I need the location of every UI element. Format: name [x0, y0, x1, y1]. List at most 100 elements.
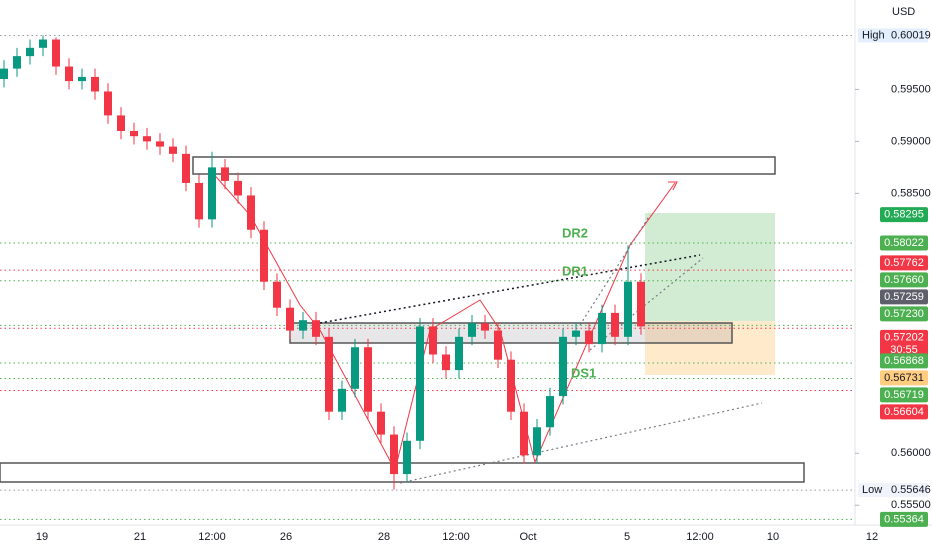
candle-body — [130, 130, 138, 137]
price-badge — [880, 306, 928, 322]
marker-name: High — [862, 29, 885, 41]
candle-body — [117, 115, 125, 131]
price-badge-label: 0.55364 — [884, 513, 924, 525]
trend-line — [319, 254, 701, 324]
candle-body — [507, 359, 515, 412]
price-badge-label: 0.56731 — [884, 372, 924, 384]
x-tick-label: 12:00 — [442, 531, 470, 543]
candle-body — [611, 312, 619, 337]
marker-value: 0.60019 — [891, 29, 931, 41]
candle-body — [286, 307, 294, 331]
x-tick-label: 12:00 — [686, 531, 714, 543]
y-tick-label: 0.55500 — [891, 499, 931, 511]
price-badge-label: 0.56604 — [884, 406, 924, 418]
price-badge — [880, 207, 928, 223]
countdown: 30:55 — [890, 344, 918, 356]
price-badge-label: 0.57660 — [884, 274, 924, 286]
candle-body — [13, 56, 21, 69]
candle-body — [598, 312, 606, 345]
candle-body — [208, 167, 216, 220]
annotation: DR2 — [562, 225, 588, 240]
x-tick-label: 12:00 — [198, 531, 226, 543]
marker-name: Low — [862, 484, 882, 496]
candle-body — [65, 66, 73, 82]
candle-body — [442, 354, 450, 371]
price-badge — [880, 289, 928, 305]
candle-body — [91, 76, 99, 92]
annotation: DS1 — [571, 365, 596, 380]
candle-body — [247, 195, 255, 230]
candle-body — [143, 136, 151, 142]
candle-body — [104, 91, 112, 116]
candles — [0, 35, 645, 490]
trend-line — [399, 402, 763, 484]
candle-body — [364, 347, 372, 412]
candle-body — [403, 440, 411, 475]
y-tick-label: 0.59500 — [891, 83, 931, 95]
target-zone — [645, 213, 775, 321]
candle-body — [481, 323, 489, 331]
candle-body — [494, 330, 502, 360]
candle-body — [559, 336, 567, 397]
price-badge-label: 0.57762 — [884, 257, 924, 269]
channel-line — [579, 214, 651, 326]
candle-body — [546, 396, 554, 428]
pivot-box — [289, 322, 733, 344]
price-badge — [880, 235, 928, 251]
candle-body — [468, 323, 476, 337]
annotation: DR1 — [562, 263, 588, 278]
arrow-head — [668, 181, 678, 191]
x-tick-label: 26 — [280, 531, 292, 543]
candle-body — [572, 330, 580, 337]
price-badge-label: 0.56719 — [884, 389, 924, 401]
candle-body — [377, 411, 385, 435]
candle-body — [585, 330, 593, 345]
marker-value: 0.55646 — [891, 484, 931, 496]
candle-body — [0, 68, 8, 80]
stop-zone — [645, 321, 775, 375]
price-badge — [880, 404, 928, 420]
y-tick-label: 0.58500 — [891, 187, 931, 199]
candle-body — [351, 347, 359, 389]
marker-tag — [858, 28, 928, 43]
drawings: DR2 DR1 DS1 — [0, 156, 805, 484]
candle-body — [637, 281, 645, 327]
price-badge — [880, 329, 928, 358]
marker-tag — [858, 483, 928, 498]
x-tick-label: 21 — [134, 531, 146, 543]
candle-body — [221, 167, 229, 181]
candle-body — [455, 336, 463, 371]
candle-body — [195, 182, 203, 220]
candle-body — [325, 336, 333, 412]
price-badge-label: 0.57202 — [884, 331, 924, 343]
x-tick-label: Oct — [519, 531, 536, 543]
candle-body — [26, 47, 34, 57]
candle-body — [234, 180, 242, 196]
candle-body — [78, 76, 86, 82]
channel-line — [589, 257, 704, 351]
support-box — [0, 462, 805, 483]
x-tick-label: 10 — [767, 531, 779, 543]
price-badge — [880, 353, 928, 369]
candle-body — [520, 411, 528, 456]
price-badge-label: 0.57230 — [884, 308, 924, 320]
y-tick-label: 0.59000 — [891, 135, 931, 147]
candle-body — [533, 427, 541, 456]
candle-body — [39, 39, 47, 48]
price-badge — [880, 511, 928, 527]
currency: USD — [892, 6, 915, 18]
x-tick-label: 5 — [624, 531, 630, 543]
candle-body — [299, 320, 307, 331]
candle-body — [312, 320, 320, 337]
candle-body — [260, 229, 268, 282]
candle-body — [429, 326, 437, 355]
candle-body — [156, 141, 164, 147]
price-badge — [880, 387, 928, 403]
price-badge — [880, 370, 928, 386]
candle-body — [52, 39, 60, 67]
candle-body — [169, 146, 177, 154]
candle-body — [624, 281, 632, 337]
x-tick-label: 19 — [36, 531, 48, 543]
price-badge — [880, 255, 928, 271]
